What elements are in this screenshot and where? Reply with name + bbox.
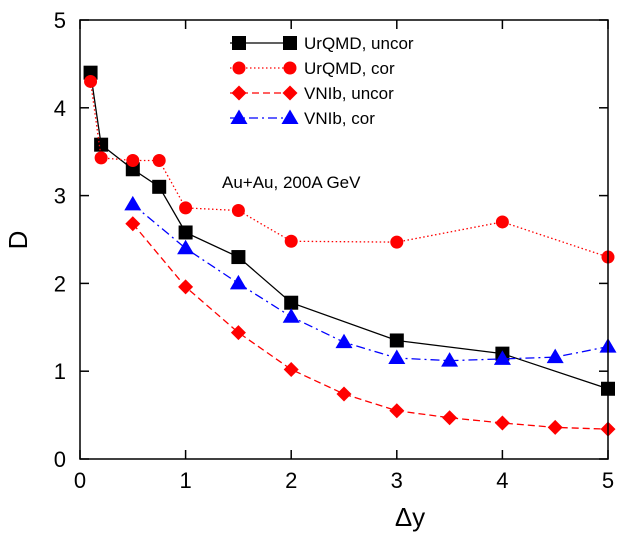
legend-entry: UrQMD, cor xyxy=(230,59,395,78)
annotation-text: Au+Au, 200A GeV xyxy=(222,173,361,192)
x-tick-label: 1 xyxy=(179,468,191,493)
data-point xyxy=(282,308,300,323)
legend-marker xyxy=(231,85,247,101)
series-3 xyxy=(125,216,616,437)
data-point xyxy=(441,352,459,367)
data-point xyxy=(229,274,247,290)
data-point xyxy=(493,350,511,365)
legend-label: UrQMD, cor xyxy=(304,59,395,78)
data-point xyxy=(94,137,109,152)
series-line xyxy=(132,203,609,362)
data-point xyxy=(389,403,405,419)
data-point xyxy=(126,153,140,167)
legend-label: UrQMD, uncor xyxy=(304,34,414,53)
legend-entry: UrQMD, uncor xyxy=(230,34,414,53)
data-point xyxy=(389,333,404,348)
legend-marker xyxy=(283,36,297,50)
data-point xyxy=(152,153,166,167)
legend-marker xyxy=(281,109,299,124)
legend-marker xyxy=(230,109,248,124)
series-4 xyxy=(124,195,617,367)
data-point xyxy=(231,250,246,265)
data-point xyxy=(284,295,299,310)
legend-marker xyxy=(282,85,298,101)
data-point xyxy=(124,195,142,211)
data-point xyxy=(230,325,246,341)
plot-frame xyxy=(79,19,609,460)
legend-label: VNIb, uncor xyxy=(304,84,394,103)
data-point xyxy=(390,235,404,249)
y-tick-label: 5 xyxy=(54,8,66,33)
y-tick-label: 0 xyxy=(54,447,66,472)
data-point xyxy=(388,349,406,364)
y-tick-label: 3 xyxy=(54,184,66,209)
ticks-layer: 0 1 2 3 4 5 0 1 2 3 4 5 xyxy=(54,8,614,493)
data-point xyxy=(178,279,194,295)
data-point xyxy=(152,179,167,194)
x-tick-label: 3 xyxy=(391,468,403,493)
legend-marker xyxy=(283,61,297,75)
legend-marker xyxy=(232,61,246,75)
legend-entry: VNIb, uncor xyxy=(230,84,394,103)
x-tick-label: 0 xyxy=(74,468,86,493)
y-tick-label: 2 xyxy=(54,271,66,296)
x-tick-label: 5 xyxy=(602,468,614,493)
x-axis-label: Δy xyxy=(395,502,425,532)
y-tick-label: 4 xyxy=(54,96,66,121)
data-point xyxy=(335,333,353,349)
data-point xyxy=(494,415,510,431)
data-point xyxy=(94,151,108,165)
x-tick-label: 2 xyxy=(285,468,297,493)
legend-marker xyxy=(232,36,246,50)
data-point xyxy=(125,216,141,232)
data-point xyxy=(442,410,458,426)
x-tick-label: 4 xyxy=(496,468,508,493)
data-point xyxy=(177,239,195,255)
series-line xyxy=(132,223,609,430)
y-tick-label: 1 xyxy=(54,359,66,384)
series-2 xyxy=(84,74,615,264)
data-point xyxy=(231,204,245,218)
data-point xyxy=(336,386,352,402)
data-point xyxy=(546,348,564,364)
data-point xyxy=(495,215,509,229)
data-point xyxy=(284,234,298,248)
data-point xyxy=(547,419,563,435)
data-point xyxy=(283,361,299,377)
legend-entry: VNIb, cor xyxy=(230,109,375,128)
data-point xyxy=(179,201,193,215)
series-line xyxy=(89,81,609,258)
legend-label: VNIb, cor xyxy=(304,109,375,128)
data-point xyxy=(178,225,193,240)
data-point xyxy=(84,74,98,88)
series-line xyxy=(89,72,609,390)
legend: UrQMD, uncor UrQMD, cor VNIb, uncor VNIb, c… xyxy=(230,34,414,128)
series-layer xyxy=(83,65,617,437)
y-axis-label: D xyxy=(3,231,33,250)
